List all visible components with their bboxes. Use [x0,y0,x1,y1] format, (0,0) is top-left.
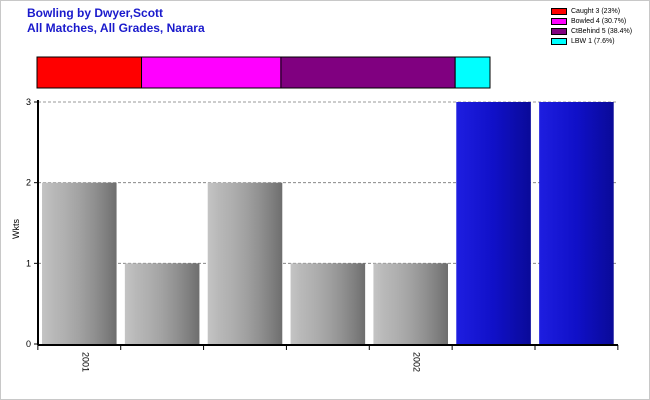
legend-item-ctbehind: CtBehind 5 (38.4%) [551,27,632,36]
stack-segment-bowled [141,56,282,89]
stack-segment-ctbehind [280,56,456,89]
legend-label: CtBehind 5 (38.4%) [571,28,633,35]
bars [42,102,614,344]
legend-swatch [551,8,567,15]
y-tick-label: 1 [26,258,31,268]
legend-label: LBW 1 (7.6%) [571,38,615,45]
bar [539,102,614,344]
bar [42,182,117,344]
gridlines [38,101,618,264]
legend-label: Caught 3 (23%) [571,8,621,15]
bar [207,182,283,344]
stack-segment-lbw [454,56,491,89]
y-tick-label: 3 [26,97,31,107]
legend-label: Bowled 4 (30.7%) [571,18,627,25]
bar [456,102,531,344]
bar [290,263,366,344]
legend-swatch [551,18,567,25]
legend-item-lbw: LBW 1 (7.6%) [551,37,632,46]
bar [124,263,200,344]
axes: 0 1 2 3 2001 2002 [26,97,619,372]
bar [373,263,448,344]
legend-swatch [551,38,567,45]
legend: Caught 3 (23%) Bowled 4 (30.7%) CtBehind… [551,7,632,47]
chart-subtitle: All Matches, All Grades, Narara [27,21,205,35]
x-tick-label: 2002 [412,352,422,372]
legend-swatch [551,28,567,35]
y-tick-label: 0 [26,339,31,349]
legend-item-bowled: Bowled 4 (30.7%) [551,17,632,26]
y-axis-label: Wkts [11,219,21,239]
dismissal-stack-bar [36,56,491,89]
y-tick-label: 2 [26,178,31,188]
stack-segment-caught [36,56,143,89]
chart-title: Bowling by Dwyer,Scott [27,6,164,20]
x-tick-label: 2001 [80,352,90,372]
legend-item-caught: Caught 3 (23%) [551,7,632,16]
